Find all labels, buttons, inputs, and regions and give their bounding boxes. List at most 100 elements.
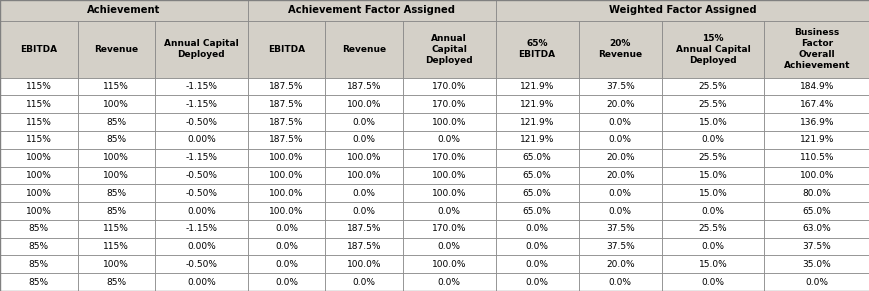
Text: 0.0%: 0.0% xyxy=(352,118,375,127)
Text: 37.5%: 37.5% xyxy=(606,242,634,251)
Bar xyxy=(155,95,248,113)
Bar xyxy=(661,131,763,149)
Bar xyxy=(402,220,495,238)
Text: 0.0%: 0.0% xyxy=(608,189,631,198)
Bar xyxy=(77,238,155,255)
Bar xyxy=(77,184,155,202)
Bar xyxy=(325,255,402,273)
Text: 20.0%: 20.0% xyxy=(606,260,634,269)
Bar xyxy=(763,166,869,184)
Bar xyxy=(402,202,495,220)
Bar xyxy=(402,78,495,95)
Bar xyxy=(495,95,578,113)
Text: 0.0%: 0.0% xyxy=(352,189,375,198)
Bar xyxy=(0,21,77,78)
Bar xyxy=(0,238,77,255)
Text: 0.0%: 0.0% xyxy=(437,207,461,216)
Text: 25.5%: 25.5% xyxy=(698,100,726,109)
Bar xyxy=(77,78,155,95)
Text: 115%: 115% xyxy=(103,82,129,91)
Bar xyxy=(763,113,869,131)
Bar xyxy=(155,184,248,202)
Bar xyxy=(325,166,402,184)
Text: 63.0%: 63.0% xyxy=(802,224,831,233)
Bar xyxy=(155,78,248,95)
Bar xyxy=(495,166,578,184)
Bar xyxy=(325,95,402,113)
Bar xyxy=(578,202,661,220)
Bar xyxy=(763,131,869,149)
Bar xyxy=(325,202,402,220)
Bar xyxy=(578,149,661,166)
Text: Weighted Factor Assigned: Weighted Factor Assigned xyxy=(608,6,756,15)
Bar xyxy=(402,149,495,166)
Text: 115%: 115% xyxy=(103,242,129,251)
Text: Annual Capital
Deployed: Annual Capital Deployed xyxy=(164,39,238,59)
Text: 100%: 100% xyxy=(26,207,51,216)
Text: 65%
EBITDA: 65% EBITDA xyxy=(518,39,555,59)
Bar xyxy=(495,78,578,95)
Bar xyxy=(155,220,248,238)
Text: 0.0%: 0.0% xyxy=(700,242,724,251)
Bar xyxy=(402,255,495,273)
Bar xyxy=(325,184,402,202)
Text: 100%: 100% xyxy=(103,171,129,180)
Text: -0.50%: -0.50% xyxy=(185,189,217,198)
Text: Achievement Factor Assigned: Achievement Factor Assigned xyxy=(288,6,454,15)
Text: 100.0%: 100.0% xyxy=(431,118,466,127)
Text: 85%: 85% xyxy=(29,224,49,233)
Text: 0.0%: 0.0% xyxy=(700,135,724,144)
Text: 0.0%: 0.0% xyxy=(525,224,548,233)
Text: 15%
Annual Capital
Deployed: 15% Annual Capital Deployed xyxy=(675,34,750,65)
Text: 85%: 85% xyxy=(106,189,126,198)
Text: 100.0%: 100.0% xyxy=(431,171,466,180)
Text: 100%: 100% xyxy=(26,189,51,198)
Bar xyxy=(0,0,248,21)
Bar xyxy=(578,113,661,131)
Bar xyxy=(495,202,578,220)
Bar xyxy=(402,131,495,149)
Text: 100%: 100% xyxy=(103,260,129,269)
Text: 25.5%: 25.5% xyxy=(698,224,726,233)
Bar xyxy=(77,95,155,113)
Bar xyxy=(0,166,77,184)
Bar xyxy=(661,113,763,131)
Bar xyxy=(578,131,661,149)
Bar xyxy=(248,131,325,149)
Text: 85%: 85% xyxy=(106,207,126,216)
Text: 0.0%: 0.0% xyxy=(437,242,461,251)
Text: 187.5%: 187.5% xyxy=(347,242,381,251)
Bar xyxy=(155,238,248,255)
Bar xyxy=(661,238,763,255)
Bar xyxy=(77,202,155,220)
Text: -1.15%: -1.15% xyxy=(185,224,217,233)
Bar xyxy=(77,149,155,166)
Text: 100%: 100% xyxy=(103,100,129,109)
Bar xyxy=(77,273,155,291)
Text: 187.5%: 187.5% xyxy=(269,82,303,91)
Bar xyxy=(248,220,325,238)
Text: 85%: 85% xyxy=(29,260,49,269)
Bar xyxy=(325,220,402,238)
Bar xyxy=(248,184,325,202)
Bar xyxy=(325,273,402,291)
Text: 15.0%: 15.0% xyxy=(698,260,726,269)
Bar xyxy=(0,202,77,220)
Bar xyxy=(77,21,155,78)
Text: 0.0%: 0.0% xyxy=(525,260,548,269)
Bar xyxy=(155,149,248,166)
Text: 15.0%: 15.0% xyxy=(698,189,726,198)
Text: 110.5%: 110.5% xyxy=(799,153,833,162)
Text: 65.0%: 65.0% xyxy=(802,207,831,216)
Bar xyxy=(155,113,248,131)
Text: 85%: 85% xyxy=(29,242,49,251)
Text: 115%: 115% xyxy=(26,100,51,109)
Text: 187.5%: 187.5% xyxy=(269,100,303,109)
Text: 100%: 100% xyxy=(26,153,51,162)
Bar xyxy=(155,166,248,184)
Bar xyxy=(402,21,495,78)
Bar xyxy=(578,255,661,273)
Bar xyxy=(325,113,402,131)
Bar xyxy=(661,21,763,78)
Text: 0.00%: 0.00% xyxy=(187,207,216,216)
